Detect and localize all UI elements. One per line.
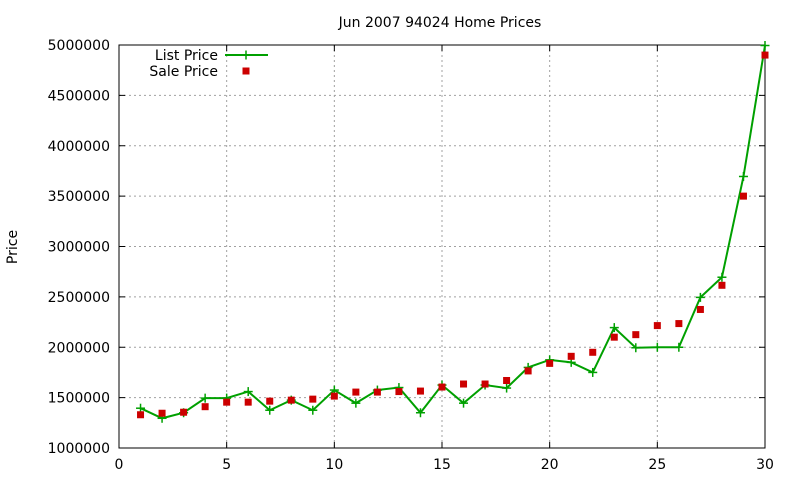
data-point-square bbox=[287, 396, 295, 404]
data-point-square bbox=[632, 331, 640, 339]
data-point-cross bbox=[351, 398, 361, 408]
series-1 bbox=[136, 41, 770, 423]
data-point-square bbox=[373, 388, 381, 396]
data-point-square bbox=[589, 348, 597, 356]
y-tick-label: 4500000 bbox=[48, 88, 110, 104]
data-point-square bbox=[137, 411, 145, 419]
data-point-cross bbox=[631, 343, 641, 353]
data-point-square bbox=[309, 395, 317, 403]
data-point-cross bbox=[738, 171, 748, 181]
legend-entry: Sale Price bbox=[149, 64, 250, 80]
data-point-square bbox=[416, 387, 424, 395]
data-point-cross bbox=[415, 408, 425, 418]
data-point-square bbox=[460, 380, 468, 388]
data-point-square bbox=[761, 51, 769, 59]
data-point-square bbox=[330, 392, 338, 400]
data-point-square bbox=[653, 322, 661, 330]
x-tick-label: 15 bbox=[433, 457, 451, 473]
data-point-cross bbox=[695, 292, 705, 302]
data-point-square bbox=[352, 388, 360, 396]
data-point-cross bbox=[652, 342, 662, 352]
x-tick-label: 10 bbox=[325, 457, 343, 473]
x-tick-label: 5 bbox=[222, 457, 231, 473]
y-tick-label: 3500000 bbox=[48, 189, 110, 205]
legend-label: Sale Price bbox=[149, 64, 218, 80]
data-point-cross bbox=[674, 342, 684, 352]
x-tick-label: 20 bbox=[541, 457, 559, 473]
y-tick-label: 1500000 bbox=[48, 391, 110, 407]
data-point-square bbox=[438, 383, 446, 391]
x-tick-label: 0 bbox=[115, 457, 124, 473]
y-tick-label: 3000000 bbox=[48, 240, 110, 256]
legend-marker-square bbox=[242, 67, 250, 75]
data-point-square bbox=[739, 192, 747, 200]
data-point-square bbox=[266, 397, 274, 405]
series-2 bbox=[137, 51, 769, 419]
data-point-cross bbox=[459, 398, 469, 408]
series-layer bbox=[136, 41, 770, 423]
legend-label: List Price bbox=[155, 48, 218, 64]
data-point-cross bbox=[717, 272, 727, 282]
series-line bbox=[140, 45, 766, 420]
data-point-cross bbox=[609, 323, 619, 333]
data-point-cross bbox=[136, 403, 146, 413]
chart-title: Jun 2007 94024 Home Prices bbox=[338, 15, 542, 31]
data-point-square bbox=[610, 333, 618, 341]
legend-marker-cross bbox=[241, 50, 251, 60]
data-point-square bbox=[481, 380, 489, 388]
data-point-cross bbox=[243, 387, 253, 397]
x-tick-label: 30 bbox=[756, 457, 774, 473]
data-point-cross bbox=[760, 41, 770, 51]
data-point-cross bbox=[200, 393, 210, 403]
data-point-square bbox=[223, 398, 231, 406]
legend-entry: List Price bbox=[155, 48, 268, 64]
data-point-cross bbox=[265, 405, 275, 415]
data-point-square bbox=[158, 409, 166, 417]
x-tick-label: 25 bbox=[648, 457, 666, 473]
data-point-square bbox=[180, 408, 188, 416]
data-point-cross bbox=[308, 405, 318, 415]
axis-ticks: 0 5 10 15 20 25 30 1000000 1500000 2000000 2500000… bbox=[48, 38, 774, 473]
y-tick-label: 5000000 bbox=[48, 38, 110, 54]
data-point-square bbox=[567, 352, 575, 360]
y-tick-label: 2000000 bbox=[48, 340, 110, 356]
data-point-square bbox=[524, 367, 532, 375]
data-point-square bbox=[718, 281, 726, 289]
y-axis-label: Price bbox=[5, 230, 21, 264]
y-tick-label: 2500000 bbox=[48, 290, 110, 306]
data-point-square bbox=[201, 403, 209, 411]
data-point-cross bbox=[588, 367, 598, 377]
data-point-square bbox=[503, 376, 511, 384]
data-point-square bbox=[546, 359, 554, 367]
y-tick-label: 1000000 bbox=[48, 441, 110, 457]
data-point-square bbox=[244, 398, 252, 406]
data-point-cross bbox=[502, 383, 512, 393]
data-point-square bbox=[696, 305, 704, 313]
y-tick-label: 4000000 bbox=[48, 139, 110, 155]
data-point-square bbox=[395, 388, 403, 396]
data-point-square bbox=[675, 320, 683, 328]
